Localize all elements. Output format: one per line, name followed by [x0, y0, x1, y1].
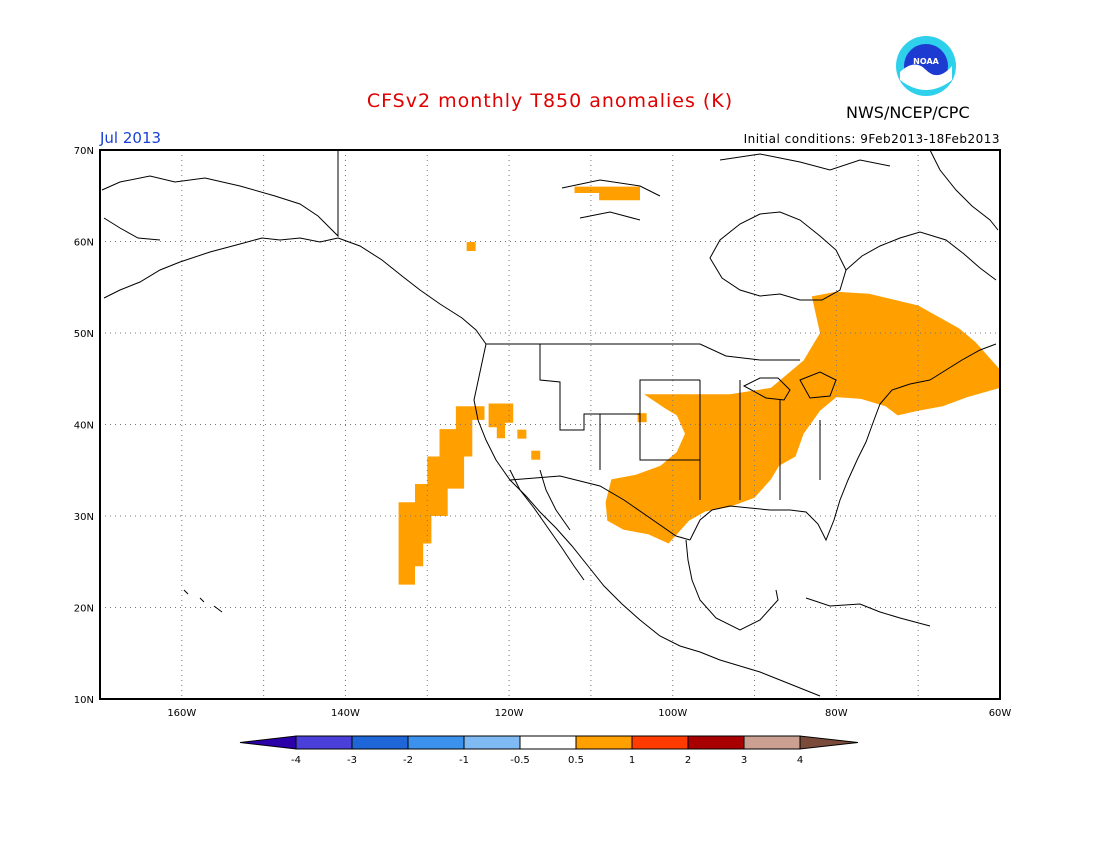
lat-label: 60N [74, 238, 94, 249]
agency-label: NWS/NCEP/CPC [846, 103, 970, 122]
colorbar-label: 3 [741, 755, 747, 766]
latitude-labels: 70N 60N 50N 40N 30N 20N 10N [74, 146, 94, 706]
colorbar-segment [575, 735, 633, 750]
lon-label: 140W [331, 708, 360, 719]
lon-label: 160W [167, 708, 196, 719]
colorbar-label: -4 [291, 755, 301, 766]
anomaly-region [574, 186, 640, 201]
colorbar-label: 0.5 [568, 755, 584, 766]
lat-label: 10N [74, 695, 94, 706]
lon-label: 80W [825, 708, 848, 719]
anomaly-region [605, 291, 1000, 544]
colorbar-label: 4 [797, 755, 803, 766]
colorbar-segment [351, 735, 409, 750]
lon-label: 120W [495, 708, 524, 719]
anomaly-layer [398, 186, 1000, 585]
colorbar-label: 1 [629, 755, 635, 766]
colorbar-label: -1 [459, 755, 469, 766]
lat-label: 40N [74, 421, 94, 432]
logo-text: NOAA [913, 57, 939, 66]
colorbar-segment [295, 735, 353, 750]
colorbar-segment [407, 735, 465, 750]
lat-label: 20N [74, 604, 94, 615]
anomaly-cell [652, 516, 662, 526]
anomaly-cell [517, 429, 527, 439]
anomaly-region [488, 403, 514, 439]
longitude-labels: 160W 140W 120W 100W 80W 60W [167, 708, 1011, 719]
colorbar-label: -0.5 [510, 755, 530, 766]
gridlines [100, 150, 1000, 699]
initial-conditions: Initial conditions: 9Feb2013-18Feb2013 [743, 132, 1000, 146]
anomaly-cell [531, 450, 541, 460]
colorbar-segment [799, 735, 859, 750]
colorbar-segment [239, 735, 297, 750]
lat-label: 30N [74, 512, 94, 523]
colorbar-segment [743, 735, 801, 750]
colorbar-label: 2 [685, 755, 691, 766]
coastlines [101, 149, 999, 697]
noaa-logo-icon: NOAA [896, 36, 956, 96]
political-borders [486, 343, 821, 541]
colorbar-label: -2 [403, 755, 413, 766]
anomaly-cell [637, 413, 647, 423]
map-frame [99, 149, 1001, 700]
anomaly-region [398, 406, 485, 585]
colorbar-segment [687, 735, 745, 750]
colorbar-label: -3 [347, 755, 357, 766]
colorbar-segment [463, 735, 521, 750]
map-title: CFSv2 monthly T850 anomalies (K) [366, 90, 734, 112]
colorbar: -4 -3 -2 -1 -0.5 0.5 1 2 3 4 [239, 735, 859, 766]
valid-month: Jul 2013 [100, 129, 162, 147]
colorbar-segment [519, 735, 577, 750]
lon-label: 100W [658, 708, 687, 719]
lat-label: 50N [74, 329, 94, 340]
lon-label: 60W [989, 708, 1012, 719]
colorbar-segment [631, 735, 689, 750]
anomaly-cell [466, 242, 476, 252]
lat-label: 70N [74, 146, 94, 157]
